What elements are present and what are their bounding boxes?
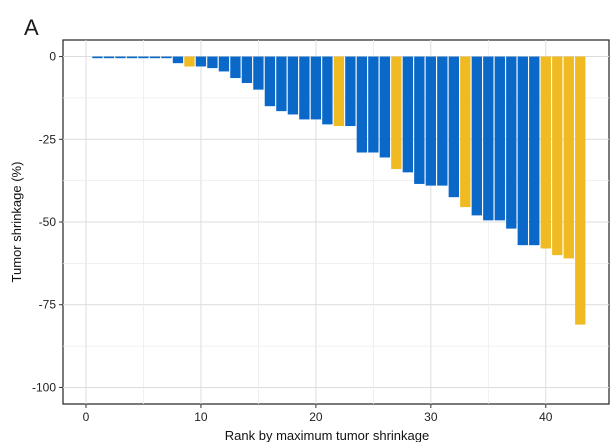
bar-26: [379, 56, 391, 158]
bar-40: [540, 56, 551, 249]
x-tick-label-10: 10: [194, 410, 208, 424]
bar-17: [276, 56, 287, 112]
y-tick-label--25: -25: [39, 132, 57, 146]
bar-41: [552, 56, 563, 256]
bar-33: [460, 56, 471, 208]
bar-38: [517, 56, 528, 246]
y-tick-label--75: -75: [39, 298, 57, 312]
bar-14: [241, 56, 253, 84]
bar-21: [322, 56, 333, 125]
bar-43: [575, 56, 586, 325]
bar-42: [563, 56, 574, 259]
bar-36: [494, 56, 505, 221]
bar-16: [264, 56, 276, 107]
bar-1: [92, 56, 103, 59]
bar-13: [230, 56, 241, 79]
bar-23: [345, 56, 356, 127]
bar-35: [483, 56, 494, 221]
bar-9: [184, 56, 195, 67]
bar-5: [138, 56, 149, 59]
bar-27: [391, 56, 402, 170]
bar-37: [506, 56, 517, 229]
plot-frame: 0 10 20 30 40 0 -25 -50 -75 -100: [32, 39, 610, 424]
bar-32: [448, 56, 459, 198]
x-axis-title: Rank by maximum tumor shrinkage: [225, 428, 429, 442]
bar-19: [299, 56, 310, 120]
bar-12: [218, 56, 230, 72]
y-tick-label-0: 0: [49, 50, 56, 64]
y-axis-title: Tumor shrinkage (%): [9, 162, 24, 283]
bar-20: [310, 56, 322, 120]
x-axis-ticks: 0 10 20 30 40: [83, 404, 553, 424]
bar-15: [253, 56, 264, 90]
bar-24: [356, 56, 368, 153]
bar-25: [368, 56, 379, 153]
bar-10: [195, 56, 207, 67]
bar-30: [425, 56, 437, 186]
x-tick-label-20: 20: [309, 410, 323, 424]
x-tick-label-0: 0: [83, 410, 90, 424]
x-tick-label-40: 40: [539, 410, 553, 424]
bar-4: [126, 56, 138, 59]
bar-28: [402, 56, 414, 173]
bar-29: [414, 56, 425, 184]
y-tick-label--100: -100: [32, 380, 56, 394]
bar-2: [103, 56, 115, 59]
bars: [92, 56, 586, 325]
bar-34: [471, 56, 482, 216]
bar-7: [161, 56, 172, 59]
bar-31: [437, 56, 448, 186]
y-axis-ticks: 0 -25 -50 -75 -100: [32, 50, 63, 394]
bar-22: [333, 56, 345, 127]
panel-label: A: [24, 15, 39, 40]
bar-11: [207, 56, 218, 69]
bar-8: [172, 56, 184, 64]
y-tick-label--50: -50: [39, 215, 57, 229]
bar-6: [149, 56, 161, 59]
bar-18: [287, 56, 299, 115]
bar-39: [529, 56, 540, 246]
x-tick-label-30: 30: [424, 410, 438, 424]
bar-3: [115, 56, 126, 59]
